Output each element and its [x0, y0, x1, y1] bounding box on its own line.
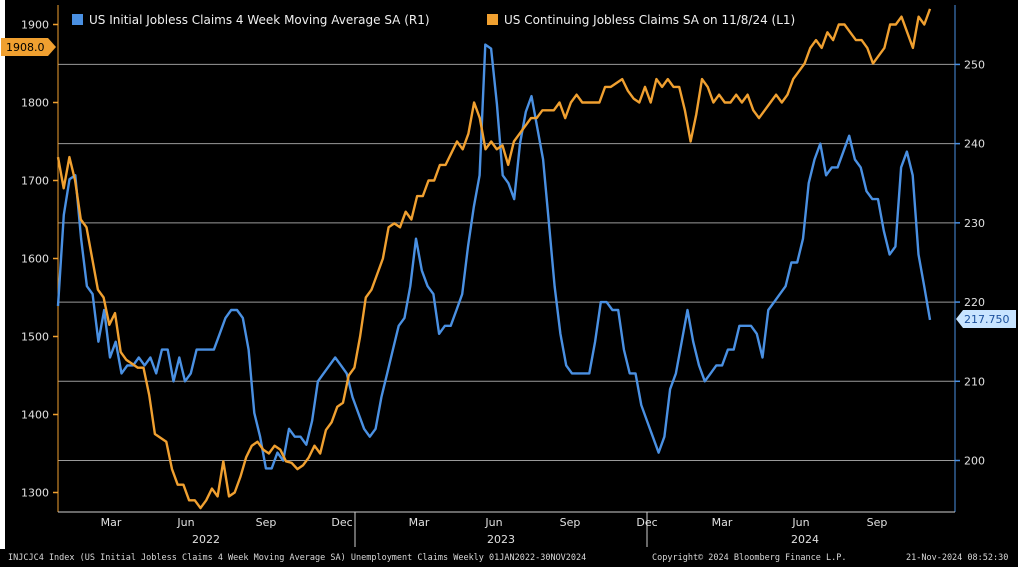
- right-tick-label: 210: [964, 375, 985, 388]
- left-last-value-tag: [1, 38, 56, 56]
- last-value-tags: 1908.0 217.750: [1, 38, 1016, 328]
- x-month-label: Jun: [484, 516, 502, 529]
- legend-label: US Continuing Jobless Claims SA on 11/8/…: [504, 13, 795, 27]
- footer-copyright: Copyright© 2024 Bloomberg Finance L.P.: [652, 553, 847, 563]
- left-tick-label: 1900: [21, 19, 49, 32]
- legend-swatch: [72, 14, 83, 25]
- x-month-label: Dec: [331, 516, 352, 529]
- right-tick-label: 240: [964, 138, 985, 151]
- left-tick-label: 1700: [21, 175, 49, 188]
- right-tick-label: 230: [964, 217, 985, 230]
- x-month-label: Jun: [176, 516, 194, 529]
- x-month-label: Sep: [256, 516, 277, 529]
- left-tick-label: 1600: [21, 253, 49, 266]
- grid-lines: [58, 63, 955, 462]
- left-tick-label: 1300: [21, 487, 49, 500]
- x-year-label: 2023: [487, 533, 515, 546]
- legend: US Initial Jobless Claims 4 Week Moving …: [72, 13, 795, 27]
- right-tick-label: 200: [964, 455, 985, 468]
- x-month-label: Mar: [409, 516, 430, 529]
- left-tick-label: 1400: [21, 409, 49, 422]
- footer-timestamp: 21-Nov-2024 08:52:30: [906, 553, 1009, 563]
- x-year-label: 2024: [791, 533, 819, 546]
- left-tick-label: 1800: [21, 97, 49, 110]
- series-lines: [56, 8, 932, 510]
- initial-claims-line: [56, 43, 932, 470]
- continuing-claims-line: [56, 8, 932, 510]
- footer-index-text: INJCJC4 Index (US Initial Jobless Claims…: [8, 553, 587, 563]
- right-last-value: 217.750: [964, 313, 1010, 326]
- x-month-label: Sep: [867, 516, 888, 529]
- right-tick-label: 220: [964, 296, 985, 309]
- right-tick-label: 250: [964, 58, 985, 71]
- x-month-label: Jun: [791, 516, 809, 529]
- x-month-label: Sep: [560, 516, 581, 529]
- axes: 1300 1400 1500 1600 1700 1800 1900 200 210 220 230…: [21, 5, 985, 547]
- left-tick-label: 1500: [21, 331, 49, 344]
- x-month-label: Mar: [101, 516, 122, 529]
- x-year-label: 2022: [192, 533, 220, 546]
- right-last-value-tag: [956, 310, 1016, 328]
- chart-background: [5, 0, 1018, 549]
- chart-footer: INJCJC4 Index (US Initial Jobless Claims…: [0, 549, 1018, 567]
- x-month-label: Mar: [712, 516, 733, 529]
- legend-label: US Initial Jobless Claims 4 Week Moving …: [89, 13, 430, 27]
- legend-swatch: [487, 14, 498, 25]
- left-last-value: 1908.0: [6, 41, 45, 54]
